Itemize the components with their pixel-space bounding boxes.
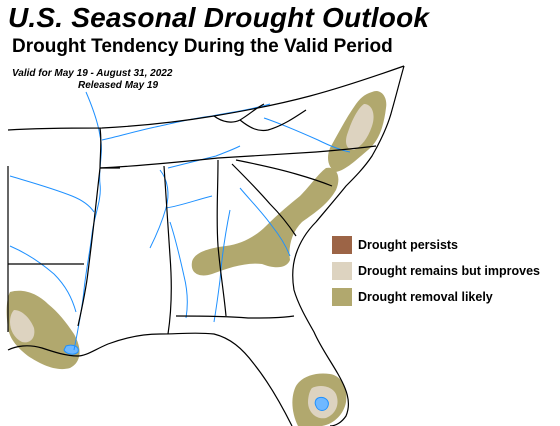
lake-okeechobee: [314, 397, 329, 411]
legend-label-persists: Drought persists: [358, 238, 459, 252]
southeast-coastline: [292, 65, 405, 426]
louisiana-improves: [10, 310, 35, 343]
state-borders: [7, 65, 405, 426]
chattahoochee-river: [213, 209, 231, 323]
legend-swatch-removal: [332, 288, 352, 306]
red-river: [9, 245, 77, 313]
nc-improves: [346, 104, 374, 150]
map-title: U.S. Seasonal Drought Outlook: [8, 2, 430, 33]
gulf-coastline: [7, 332, 293, 426]
savannah-river: [239, 187, 291, 257]
sc-ga-band-removal: [191, 167, 339, 276]
legend-item-removal: Drought removal likely: [332, 284, 540, 310]
arkansas-river: [9, 175, 95, 213]
louisiana-removal: [6, 290, 80, 370]
legend-label-improves: Drought remains but improves: [358, 264, 540, 278]
mississippi-river: [73, 91, 102, 351]
legend-swatch-persists: [332, 236, 352, 254]
legend-item-persists: Drought persists: [332, 232, 540, 258]
border-fl-north: [175, 315, 295, 319]
border-wv-va: [239, 109, 307, 132]
valid-period-text: Valid for May 19 - August 31, 2022: [12, 68, 173, 79]
legend-label-removal: Drought removal likely: [358, 290, 493, 304]
border-nc-sc: [235, 159, 333, 187]
map-subtitle: Drought Tendency During the Valid Period: [12, 36, 393, 57]
northern-boundary: [7, 65, 405, 131]
border-va-nc-tn: [99, 145, 377, 169]
legend-item-improves: Drought remains but improves: [332, 258, 540, 284]
border-al-ga: [216, 159, 227, 317]
legend-swatch-improves: [332, 262, 352, 280]
tennessee-river: [149, 169, 213, 249]
legend: Drought persists Drought remains but imp…: [332, 232, 540, 310]
released-date-text: Released May 19: [78, 80, 159, 91]
border-ky-wv: [213, 103, 265, 123]
border-mississippi-river-states: [77, 127, 102, 327]
border-ms-al: [163, 165, 172, 335]
border-ga-sc: [231, 163, 297, 237]
alabama-river: [169, 221, 188, 319]
drought-removal-regions: [6, 90, 387, 426]
lakes: [63, 344, 329, 411]
cumberland-river: [167, 145, 241, 169]
lake-pontchartrain: [63, 344, 79, 355]
ohio-river: [101, 103, 271, 141]
